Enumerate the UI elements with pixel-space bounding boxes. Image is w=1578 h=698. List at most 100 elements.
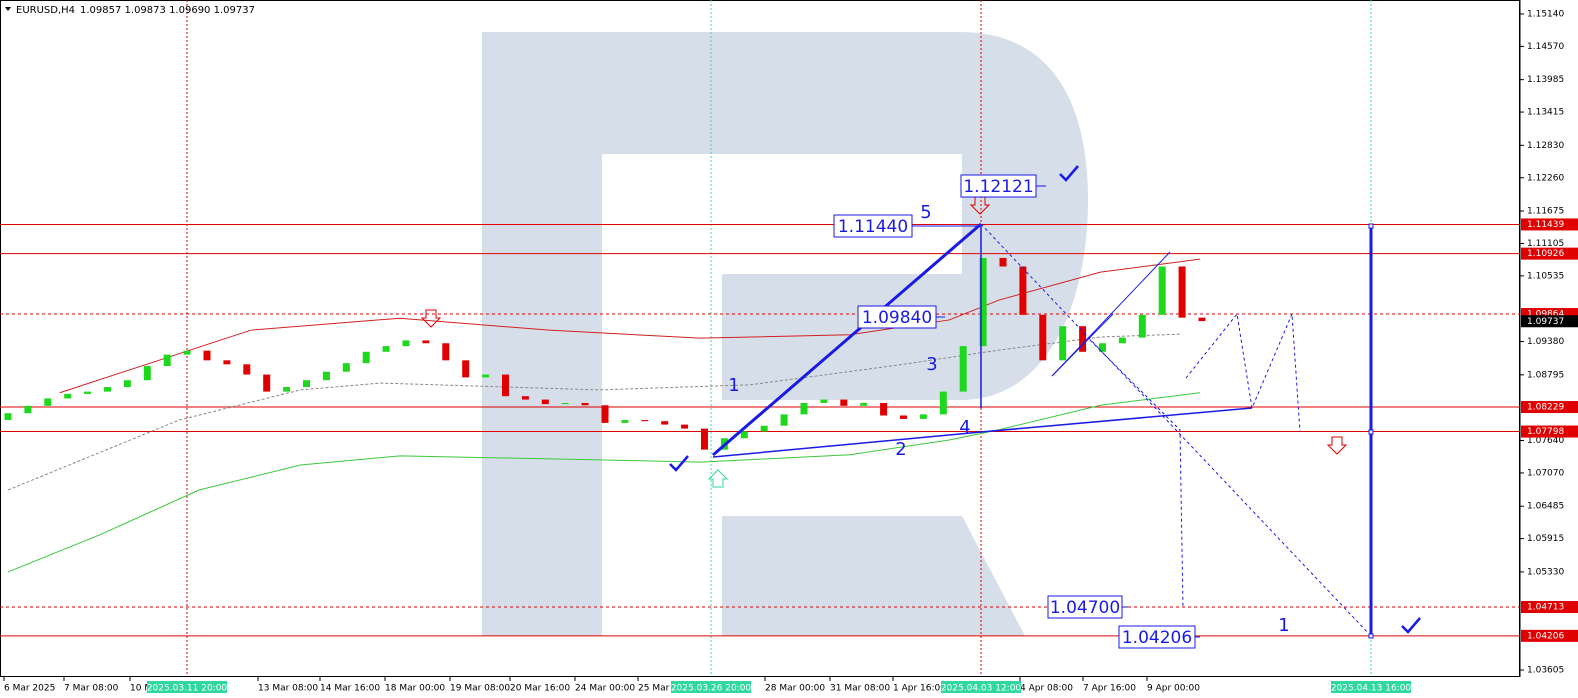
candle-body	[780, 414, 788, 426]
price-label-bg	[1521, 247, 1578, 260]
candle-body	[919, 414, 927, 419]
x-tick-label: 31 Mar 08:00	[830, 684, 890, 694]
candle-body	[701, 428, 708, 450]
y-tick-label: 1.07640	[1527, 436, 1564, 446]
y-tick-label: 1.08795	[1527, 370, 1564, 380]
highlight-label: 2025.03.26 20:00	[671, 684, 752, 694]
x-tick-label: 18 Mar 00:00	[385, 684, 445, 694]
candle-body	[362, 351, 370, 364]
price-label-bg	[1521, 601, 1578, 614]
y-tick-label: 1.07070	[1527, 468, 1564, 478]
x-tick-label: 19 Mar 08:00	[450, 684, 510, 694]
symbol: EURUSD,H4	[16, 5, 75, 16]
x-tick-label: 10 M	[130, 684, 152, 694]
candle-body	[820, 399, 828, 403]
candle-body	[1079, 326, 1087, 352]
y-tick-label: 1.03605	[1527, 666, 1564, 676]
x-tick-label: 24 Mar 00:00	[575, 684, 635, 694]
y-tick-label: 1.05915	[1527, 534, 1564, 544]
watermark	[482, 32, 1088, 636]
candle-body	[183, 350, 191, 355]
wave-label: 4	[959, 417, 970, 438]
candle-body	[800, 402, 808, 415]
candle-body	[641, 420, 649, 422]
price-label: 1.08229	[1527, 403, 1564, 413]
candle-body	[462, 360, 470, 378]
candle-body	[104, 387, 111, 392]
candle-body	[1198, 317, 1206, 322]
candle-body	[303, 380, 310, 388]
moving-average	[7, 333, 1181, 491]
x-tick-label: 7 Mar 08:00	[64, 684, 119, 694]
price-label: 1.09864	[1527, 310, 1564, 320]
candle-body	[84, 391, 92, 394]
price-box-label: 1.04206	[1122, 628, 1192, 648]
candle-body	[900, 415, 907, 419]
candle-body	[521, 396, 529, 400]
highlight-label: 2025.04.13 16:00	[1331, 684, 1412, 694]
price-label: 1.07798	[1527, 427, 1564, 437]
price-label: 1.11439	[1527, 220, 1564, 230]
highlight-bg	[147, 681, 227, 693]
quote: 1.09857 1.09873 1.09690 1.09737	[80, 5, 255, 16]
price-label: 1.04206	[1527, 631, 1564, 641]
wave-label: 2	[895, 439, 906, 460]
wave-label: 1	[728, 375, 739, 396]
candle-body	[840, 399, 848, 406]
wave-label: 5	[920, 202, 931, 223]
wave-label: 1	[1278, 615, 1289, 636]
candle-body	[1178, 266, 1186, 318]
candle-body	[979, 257, 987, 347]
x-tick-label: 14 Mar 16:00	[320, 684, 380, 694]
candle-body	[402, 340, 410, 347]
y-tick-label: 1.13985	[1527, 75, 1564, 85]
candle-body	[382, 346, 390, 352]
y-tick-label: 1.12260	[1527, 173, 1564, 183]
candle-body	[740, 431, 748, 439]
candle-body	[541, 399, 549, 405]
arrows	[420, 196, 1348, 488]
y-tick-label: 1.15140	[1527, 9, 1564, 19]
x-tick-label: 7 Apr 16:00	[1083, 684, 1136, 694]
candle-body	[4, 413, 12, 421]
y-tick-label: 1.05330	[1527, 567, 1564, 577]
y-tick-label: 1.13415	[1527, 108, 1564, 118]
candle-body	[880, 402, 888, 416]
y-tick-label: 1.11675	[1527, 207, 1564, 217]
candle-body	[223, 360, 231, 365]
y-tick-label: 1.06485	[1527, 502, 1564, 512]
candle-body	[1019, 266, 1027, 315]
price-label: 1.10926	[1527, 249, 1564, 259]
highlight-label: 2025.04.03 12:00	[941, 684, 1022, 694]
candle-body	[1138, 314, 1146, 338]
candle-body	[283, 387, 291, 392]
y-tick-label: 1.09380	[1527, 337, 1564, 347]
candle-body	[322, 371, 330, 381]
price-label-bg	[1521, 401, 1578, 414]
candle-body	[681, 424, 689, 429]
price-axis-bg	[1520, 0, 1578, 698]
candle-body	[581, 402, 589, 406]
price-label: 1.04713	[1527, 603, 1564, 613]
y-tick-label: 1.11105	[1527, 239, 1564, 249]
price-label: 1.09737	[1527, 317, 1564, 327]
candle-body	[1039, 314, 1047, 361]
candle-body	[263, 374, 271, 392]
candle-body	[999, 257, 1007, 267]
x-tick-label: 1 Apr 16:00	[893, 684, 946, 694]
price-box-label: 1.09840	[862, 308, 932, 328]
moving-average	[7, 392, 1201, 573]
price-label-bg	[1521, 425, 1578, 438]
price-box-label: 1.04700	[1050, 598, 1120, 618]
x-tick-label: 25 Mar	[638, 684, 670, 694]
candle-body	[959, 346, 967, 392]
candle-body	[661, 421, 669, 425]
y-tick-label: 1.14570	[1527, 42, 1564, 52]
menu-icon[interactable]	[5, 7, 11, 11]
price-label-bg	[1521, 315, 1578, 328]
moving-average	[59, 258, 1201, 394]
candle-body	[939, 391, 947, 415]
highlight-label: 2025.03.11 20:00	[147, 684, 228, 694]
